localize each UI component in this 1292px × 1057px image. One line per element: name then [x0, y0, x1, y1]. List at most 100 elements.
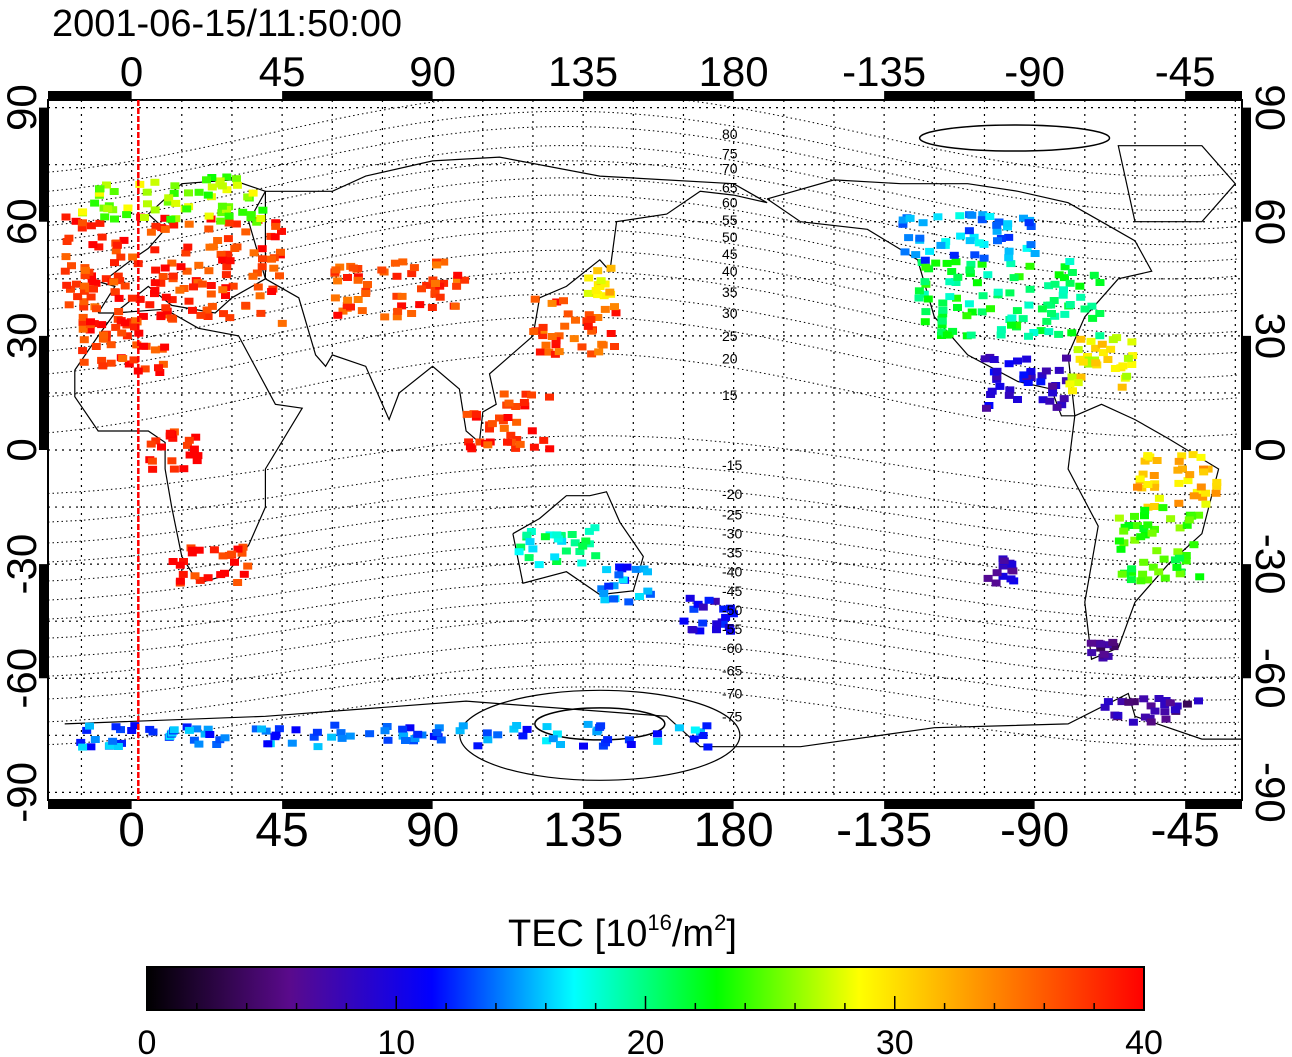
- tec-cell: [964, 227, 974, 235]
- tec-cell: [110, 259, 119, 267]
- mag-pole-north-contour: [918, 124, 1111, 152]
- tec-cell: [956, 232, 966, 240]
- tec-cell: [1117, 570, 1127, 578]
- tec-cell: [337, 734, 347, 742]
- tec-cell: [166, 314, 176, 322]
- tec-cell: [618, 576, 628, 584]
- tec-cell: [1049, 297, 1059, 304]
- tec-cell: [71, 217, 81, 225]
- tec-cell: [1025, 285, 1035, 293]
- tec-cell: [1012, 307, 1022, 315]
- tec-cell: [1003, 220, 1013, 228]
- tec-cell: [189, 736, 199, 744]
- tec-cell: [920, 256, 930, 264]
- tec-cell: [587, 350, 597, 358]
- tec-cell: [184, 189, 193, 197]
- tec-cell: [216, 217, 226, 225]
- tec-cell: [1067, 329, 1077, 337]
- tec-cell: [257, 725, 266, 733]
- mag-contour: [48, 435, 1239, 496]
- tec-cell: [603, 736, 613, 744]
- tec-cell: [977, 216, 987, 224]
- tec-cell: [203, 574, 213, 582]
- tec-cell: [205, 731, 215, 738]
- tec-cell: [552, 730, 562, 738]
- bottom-axis-bar: [884, 800, 1035, 809]
- tec-cell: [422, 281, 432, 289]
- tec-cell: [1201, 500, 1211, 508]
- tec-cell: [1145, 453, 1155, 461]
- left-lat-tick-label: -30: [0, 534, 45, 595]
- tec-cell: [1194, 511, 1204, 519]
- tec-cell: [993, 237, 1002, 245]
- tec-cell: [1100, 703, 1110, 711]
- tec-cell: [1065, 258, 1075, 265]
- tec-cell: [218, 286, 228, 294]
- tec-cell: [503, 438, 512, 446]
- tec-cell: [551, 337, 561, 345]
- tec-cell: [987, 387, 997, 395]
- tec-cell: [1086, 337, 1096, 345]
- bottom-axis-bar: [583, 800, 734, 809]
- tec-cell: [1025, 262, 1035, 270]
- tec-cell: [80, 266, 90, 274]
- tec-cell: [194, 740, 204, 748]
- tec-cell: [270, 233, 280, 241]
- tec-cell: [693, 600, 703, 608]
- tec-cell: [1095, 332, 1105, 340]
- top-axis-bar: [583, 91, 734, 100]
- tec-cell: [974, 239, 984, 247]
- tec-cell: [528, 545, 538, 553]
- tec-cell: [79, 336, 89, 344]
- tec-cell: [1023, 379, 1033, 386]
- tec-cell: [1036, 378, 1046, 386]
- tec-cell: [570, 539, 580, 547]
- graticule: [48, 100, 1242, 800]
- tec-cell: [64, 301, 74, 309]
- left-lat-tick-label: 60: [0, 198, 45, 245]
- tec-cell: [1113, 711, 1123, 719]
- tec-cell: [609, 595, 618, 603]
- tec-cell: [330, 721, 340, 729]
- tec-cell: [135, 180, 145, 188]
- tec-cell: [343, 296, 353, 304]
- tec-cell: [503, 414, 513, 421]
- tec-cell: [164, 194, 174, 202]
- tec-cell: [986, 305, 995, 313]
- tec-cell: [622, 563, 632, 571]
- tec-cell: [979, 240, 989, 248]
- tec-cell: [263, 740, 273, 748]
- tec-cell: [1126, 576, 1136, 584]
- tec-cell: [567, 531, 577, 538]
- tec-cell: [142, 188, 152, 196]
- tec-cell: [160, 225, 170, 233]
- tec-cell: [1065, 301, 1075, 308]
- tec-cell: [1130, 512, 1139, 520]
- tec-cell: [1133, 522, 1142, 530]
- coastline: [1117, 145, 1237, 223]
- tec-cell: [256, 309, 266, 317]
- tec-cell: [1062, 354, 1071, 362]
- tec-cell: [965, 266, 975, 274]
- tec-cell: [261, 727, 271, 735]
- tec-cell: [1177, 452, 1187, 460]
- tec-cell: [209, 546, 219, 554]
- tec-cell: [1174, 479, 1184, 487]
- tec-cell: [188, 546, 197, 554]
- mag-lat-label: 50: [722, 229, 738, 245]
- tec-cell: [179, 465, 189, 473]
- tec-cell: [232, 175, 241, 183]
- tec-cell: [1195, 573, 1205, 581]
- tec-cell: [1108, 336, 1118, 344]
- tec-cell: [114, 308, 124, 315]
- tec-cell: [945, 278, 955, 286]
- tec-cell: [382, 723, 392, 730]
- tec-cell: [584, 274, 594, 282]
- tec-cell: [238, 543, 248, 551]
- tec-cell: [221, 271, 231, 279]
- tec-cell: [217, 209, 227, 217]
- tec-cell: [1103, 356, 1113, 363]
- tec-cell: [719, 605, 729, 613]
- tec-cell: [77, 224, 87, 232]
